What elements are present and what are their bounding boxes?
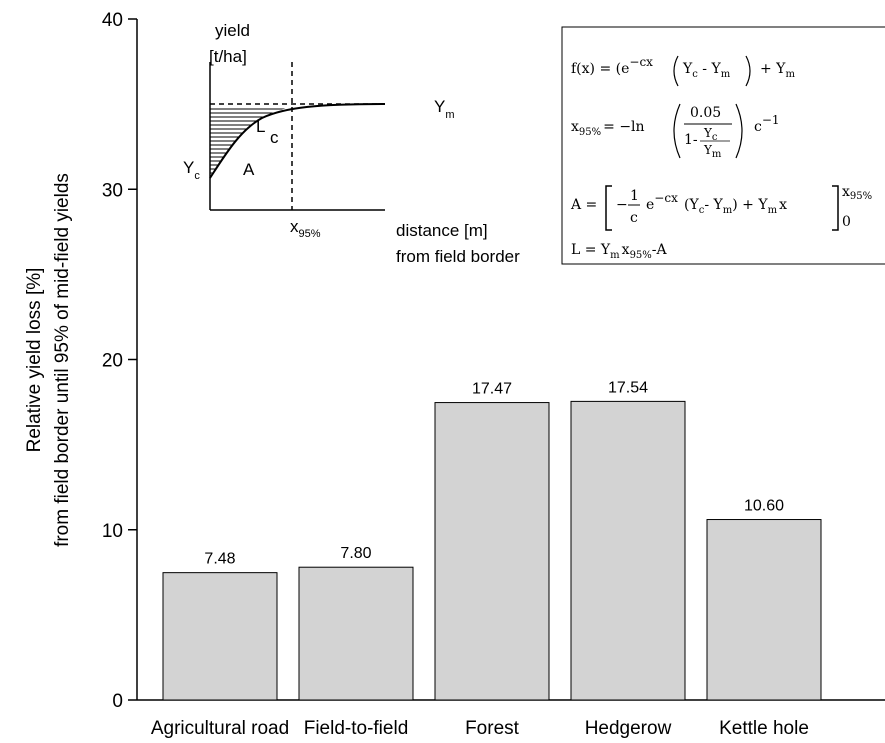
x-category-label: Hedgerow [585, 718, 672, 739]
inset-schematic: yield [t/ha] Ym Yc L c A x95% distance [… [183, 21, 520, 266]
inset-label-A: A [243, 160, 255, 179]
x-category-label: Agricultural road [151, 718, 289, 739]
bars: 7.48 Agricultural road 7.80 Field-to-field 1… [151, 379, 821, 739]
svg-text:1-: 1- [684, 132, 698, 148]
inset-label-x95: x95% [290, 217, 321, 240]
inset-label-c: c [270, 128, 279, 147]
inset-label-yc: Yc [183, 158, 200, 182]
y-tick-label: 10 [102, 521, 123, 542]
bar-value-label: 10.60 [744, 498, 784, 515]
bar-field-to-field [299, 567, 413, 700]
x-category-label: Forest [465, 718, 520, 739]
svg-text:0: 0 [842, 214, 851, 230]
bar-value-label: 7.80 [340, 545, 371, 562]
bar-forest [435, 403, 549, 700]
y-tick-label: 0 [112, 691, 123, 712]
bar-value-label: 7.48 [204, 551, 235, 568]
svg-text:A =: A = [570, 197, 597, 213]
x-category-label: Field-to-field [304, 718, 409, 739]
y-axis-label-line2: from field border until 95% of mid-field… [52, 173, 73, 547]
bar-kettle-hole [707, 520, 821, 700]
y-tick-label: 20 [102, 351, 123, 372]
x-category-label: Kettle hole [719, 718, 809, 739]
inset-x-label-line1: distance [m] [396, 221, 488, 240]
y-tick-label: 40 [102, 10, 123, 31]
svg-text:−: − [616, 197, 628, 213]
bar-agricultural-road [163, 573, 277, 700]
y-tick-label: 30 [102, 180, 123, 201]
formula-box: f(x) = (e−cx Yc - Ym + Ym x95% = −ln 0.05… [562, 27, 885, 264]
inset-label-L: L [256, 117, 265, 136]
bar-value-label: 17.54 [608, 379, 648, 396]
y-axis-label-line1: Relative yield loss [%] [24, 268, 45, 453]
svg-text:1: 1 [630, 188, 639, 204]
inset-yield-curve [210, 104, 385, 178]
inset-y-label-line2: [t/ha] [209, 47, 247, 66]
svg-text:c: c [630, 210, 638, 226]
inset-label-ym: Ym [434, 97, 455, 121]
bar-value-label: 17.47 [472, 381, 512, 398]
svg-text:0.05: 0.05 [690, 105, 721, 121]
bar-hedgerow [571, 401, 685, 700]
y-ticks: 0 10 20 30 40 [102, 10, 137, 712]
inset-y-label-line1: yield [215, 21, 250, 40]
inset-x-label-line2: from field border [396, 247, 520, 266]
